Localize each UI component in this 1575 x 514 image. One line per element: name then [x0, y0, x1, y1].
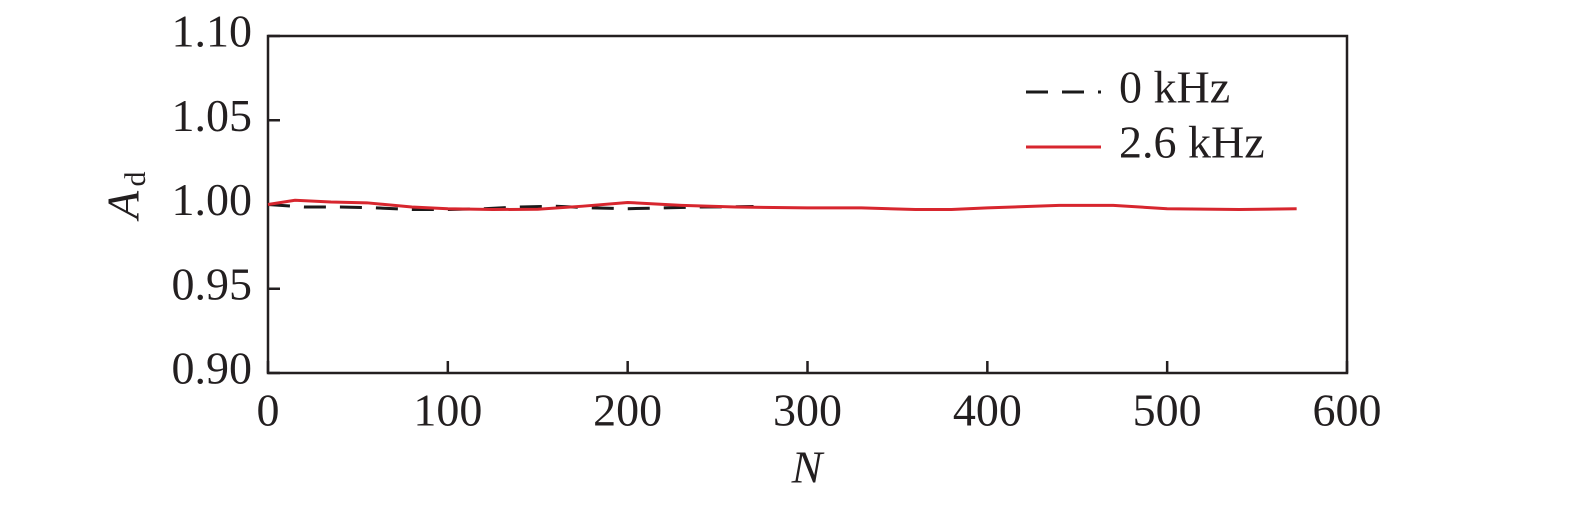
y-tick-label: 1.10 [172, 6, 253, 57]
x-tick-label: 400 [953, 385, 1022, 436]
x-tick-label: 0 [257, 385, 280, 436]
y-axis-label-main: A [98, 190, 149, 222]
x-axis-label: N [791, 442, 825, 493]
y-tick-label: 1.00 [172, 174, 253, 225]
x-tick-label: 600 [1313, 385, 1382, 436]
data-line [267, 203, 754, 212]
x-tick-label: 300 [773, 385, 842, 436]
legend-label: 0 kHz [1119, 62, 1230, 113]
data-line [267, 198, 1297, 212]
x-tick-label: 100 [413, 385, 482, 436]
y-tick-label: 0.95 [172, 258, 253, 309]
x-tick-label: 500 [1133, 385, 1202, 436]
y-axis-label-subscript: d [119, 172, 152, 187]
legend-label: 2.6 kHz [1119, 117, 1265, 168]
y-axis-label: A d [98, 172, 152, 223]
y-tick-label: 1.05 [172, 90, 253, 141]
x-tick-label: 200 [593, 385, 662, 436]
y-tick-label: 0.90 [172, 343, 253, 394]
